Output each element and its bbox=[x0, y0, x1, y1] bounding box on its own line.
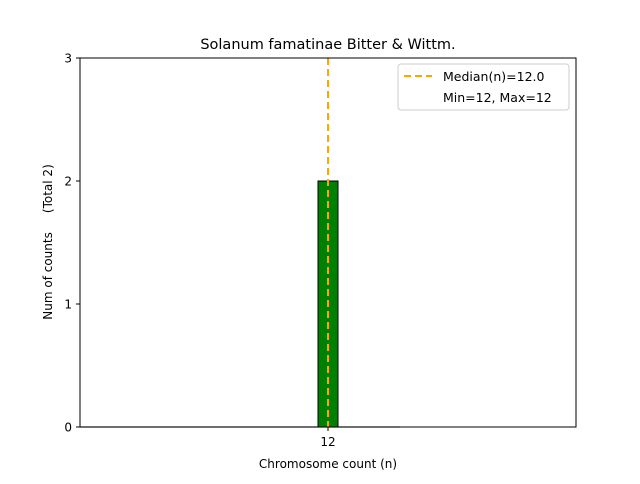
legend-box bbox=[397, 63, 570, 111]
y-axis-label: Num of counts (Total 2) bbox=[41, 164, 55, 319]
legend-median-label: Median(n)=12.0 bbox=[443, 69, 544, 84]
y-tick-label: 2 bbox=[64, 175, 72, 189]
y-tick-label: 3 bbox=[64, 52, 72, 66]
legend: Median(n)=12.0 Min=12, Max=12 bbox=[397, 63, 570, 111]
plot-frame bbox=[79, 57, 577, 428]
x-tick-label: 12 bbox=[320, 435, 335, 449]
y-tick-label: 1 bbox=[64, 298, 72, 312]
x-axis-label: Chromosome count (n) bbox=[259, 457, 397, 471]
chart-title: Solanum famatinae Bitter & Wittm. bbox=[200, 37, 455, 53]
y-tick-label: 0 bbox=[64, 421, 72, 435]
legend-minmax-label: Min=12, Max=12 bbox=[443, 90, 552, 105]
